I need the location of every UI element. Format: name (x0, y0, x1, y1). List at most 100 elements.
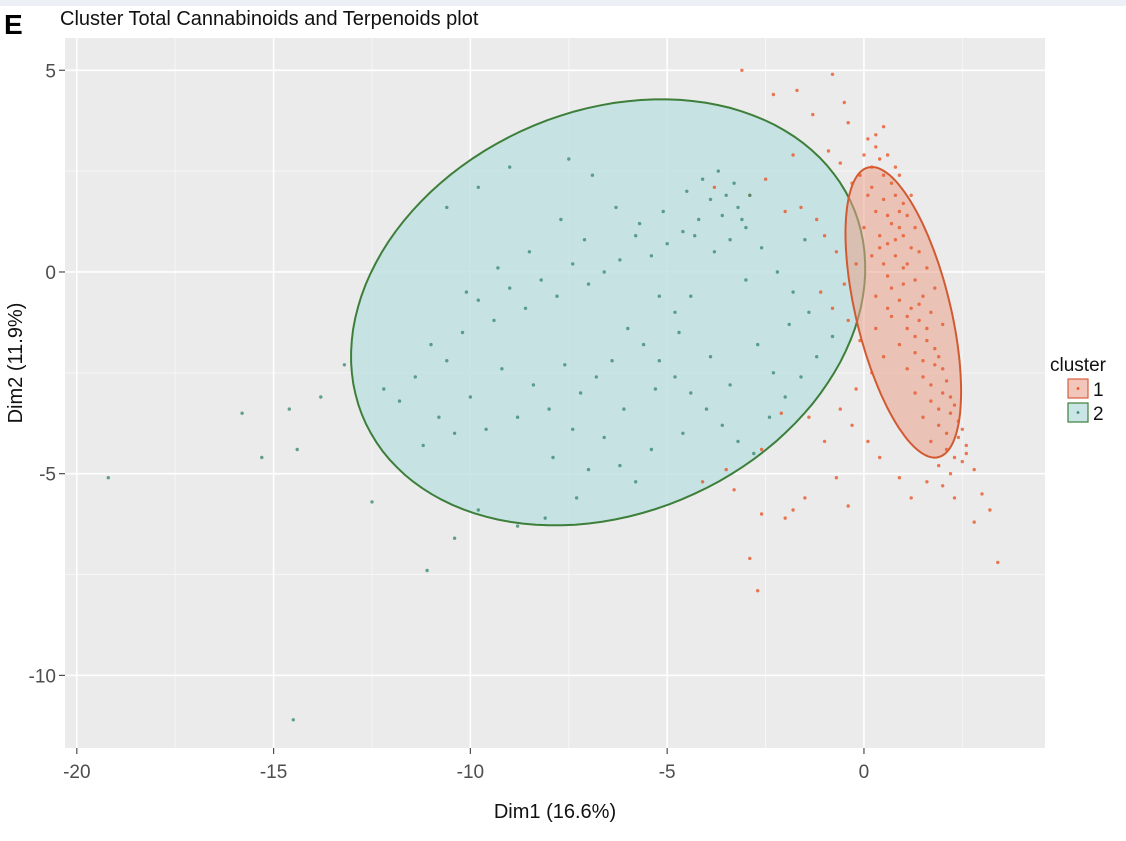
cluster-1-point (897, 209, 902, 214)
cluster-2-point (634, 480, 638, 484)
axis-tick-labels: -20 -15 -10 -5 0 5 0 -5 -10 (29, 61, 870, 783)
cluster-1-point (878, 157, 882, 161)
cluster-2-point (342, 363, 347, 367)
cluster-1-point (759, 447, 764, 452)
cluster-2-point (815, 355, 819, 359)
cluster-2-point (452, 431, 457, 435)
cluster-2-point (724, 193, 728, 197)
cluster-1-point (897, 476, 902, 480)
cluster-1-point (881, 173, 886, 177)
cluster-1-point (811, 112, 815, 117)
y-tick-label: 5 (45, 61, 56, 82)
cluster-1-point (964, 451, 968, 456)
cluster-1-point (905, 326, 909, 331)
cluster-2-point (744, 225, 748, 230)
cluster-1-point (925, 266, 929, 270)
cluster-1-point (819, 290, 823, 294)
cluster-2-point (429, 342, 433, 347)
cluster-1-point (874, 145, 878, 149)
cluster-1-point (815, 217, 819, 222)
cluster-2-point (728, 238, 732, 242)
cluster-1-point (964, 443, 968, 448)
cluster-1-point (881, 355, 886, 359)
cluster-1-point (870, 254, 874, 258)
cluster-2-point (685, 189, 689, 193)
cluster-2-point (767, 415, 772, 419)
cluster-1-point (846, 504, 850, 508)
cluster-2-point (677, 330, 681, 335)
cluster-1-point (929, 399, 933, 403)
cluster-1-point (870, 185, 874, 189)
cluster-2-point (574, 496, 579, 500)
cluster-1-point (917, 250, 921, 254)
cluster-1-point (846, 318, 850, 323)
cluster-1-point (996, 560, 1000, 565)
cluster-2-point (830, 334, 835, 339)
cluster-2-point (732, 181, 736, 185)
y-tick-label: -5 (39, 465, 56, 486)
cluster-1-point (948, 472, 953, 476)
cluster-1-point (960, 459, 964, 464)
cluster-2-point (559, 217, 563, 222)
cluster-2-point (582, 238, 587, 242)
cluster-2-point (437, 415, 441, 419)
cluster-1-point (858, 338, 862, 343)
cluster-1-point (850, 181, 854, 185)
cluster-2-point (460, 330, 465, 335)
cluster-1-point (905, 262, 909, 266)
cluster-1-point (854, 262, 858, 266)
cluster-1-point (901, 282, 905, 286)
cluster-2-point (106, 476, 111, 480)
cluster-1-point (917, 302, 921, 306)
cluster-2-point (626, 326, 630, 331)
cluster-2-point (637, 221, 642, 226)
cluster-1-point (748, 556, 752, 561)
y-tick-label: 0 (45, 263, 56, 284)
cluster-2-point (614, 205, 618, 210)
cluster-2-point (531, 383, 536, 387)
cluster-1-point (826, 149, 831, 153)
cluster-1-point (897, 225, 902, 230)
cluster-2-point (807, 310, 811, 314)
legend-key-2-dot (1076, 411, 1080, 414)
cluster-1-point (952, 403, 957, 407)
cluster-2-point (287, 407, 291, 411)
cluster-1-point (795, 88, 799, 93)
cluster-1-point (889, 286, 894, 290)
cluster-2-point (476, 298, 480, 302)
cluster-1-point (929, 383, 933, 387)
cluster-1-point (941, 484, 945, 488)
cluster-2-point (759, 246, 764, 250)
cluster-1-point (842, 282, 846, 286)
cluster-2-point (543, 516, 547, 520)
cluster-1-point (822, 439, 827, 444)
cluster-1-point (913, 278, 917, 282)
cluster-1-point (807, 415, 811, 419)
cluster-2-point (567, 157, 571, 161)
cluster-2-point (657, 294, 661, 298)
cluster-2-point (260, 455, 264, 460)
cluster-1-point (921, 375, 925, 379)
cluster-2-point (681, 229, 685, 234)
cluster-1-point (830, 306, 835, 310)
cluster-1-point (937, 463, 941, 468)
cluster-2-point (571, 427, 575, 431)
x-tick-label: -10 (457, 762, 484, 783)
legend-label-2: 2 (1093, 404, 1104, 425)
cluster-2-point (657, 359, 661, 363)
cluster-2-point (728, 383, 732, 387)
cluster-2-point (618, 258, 622, 262)
cluster-1-point (834, 250, 839, 254)
cluster-2-point (476, 508, 480, 512)
cluster-1-point (952, 455, 957, 460)
legend-label-1: 1 (1093, 380, 1104, 401)
cluster-1-point (921, 415, 925, 419)
cluster-1-point (740, 68, 744, 73)
cluster-2-point (689, 294, 693, 298)
cluster-1-point (763, 177, 768, 181)
cluster-2-point (295, 447, 299, 452)
cluster-2-point (382, 387, 386, 391)
cluster-1-point (885, 306, 890, 310)
cluster-1-point (952, 496, 957, 500)
